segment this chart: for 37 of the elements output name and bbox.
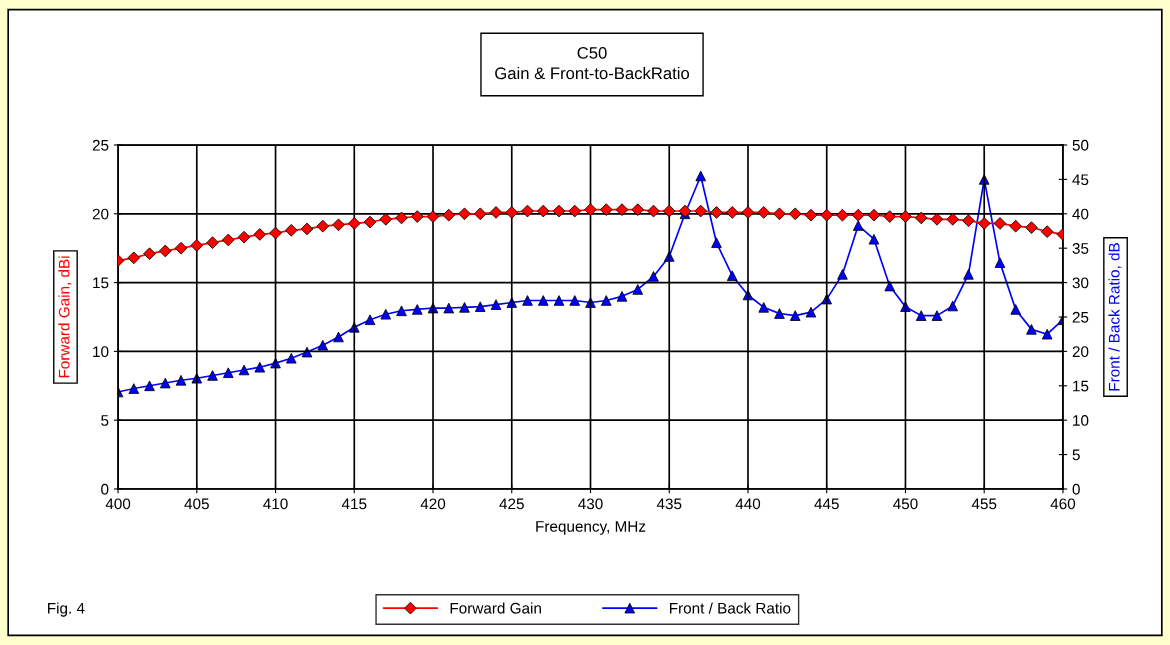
y-tick-label: 10 [93, 346, 109, 358]
y-axis-title: Forward Gain, dBi [58, 256, 72, 378]
x-tick-label: 410 [263, 498, 288, 510]
x-tick-label: 455 [971, 498, 997, 510]
y2-axis-title: Front / Back Ratio, dB [1108, 243, 1122, 391]
y2-tick-label: 45 [1072, 174, 1089, 186]
y-tick-label: 15 [93, 277, 109, 289]
x-tick-label: 425 [499, 498, 524, 510]
y-tick-label: 25 [92, 139, 109, 151]
x-tick-label: 460 [1050, 498, 1076, 510]
y2-tick-label: 35 [1072, 243, 1089, 254]
x-tick-label: 415 [341, 498, 367, 510]
y2-tick-label: 15 [1073, 380, 1089, 392]
x-tick-label: 405 [184, 498, 209, 510]
legend-label: Forward Gain [450, 602, 541, 614]
y2-tick-label: 0 [1072, 483, 1080, 495]
x-tick-label: 420 [420, 498, 446, 510]
y2-tick-label: 30 [1072, 277, 1089, 289]
y2-tick-label: 5 [1072, 449, 1080, 461]
y2-tick-label: 40 [1072, 208, 1089, 220]
x-tick-label: 445 [814, 498, 839, 510]
x-tick-label: 450 [893, 498, 918, 510]
y2-tick-label: 50 [1072, 139, 1089, 151]
y-tick-label: 5 [101, 415, 109, 426]
y-tick-label: 0 [101, 483, 109, 495]
x-axis-title: Frequency, MHz [536, 521, 646, 535]
y2-tick-label: 10 [1073, 415, 1089, 426]
x-tick-label: 435 [656, 498, 682, 510]
y2-tick-label: 20 [1072, 346, 1089, 358]
y2-tick-label: 25 [1072, 311, 1089, 323]
legend-label: Front / Back Ratio [669, 602, 791, 614]
x-tick-label: 430 [578, 498, 603, 510]
caption: Fig. 4 [48, 602, 85, 617]
chart-title: C50 Gain & Front-to-BackRatio [495, 46, 690, 80]
x-tick-label: 440 [735, 498, 761, 510]
y-tick-label: 20 [92, 208, 109, 220]
x-tick-label: 400 [105, 498, 131, 510]
